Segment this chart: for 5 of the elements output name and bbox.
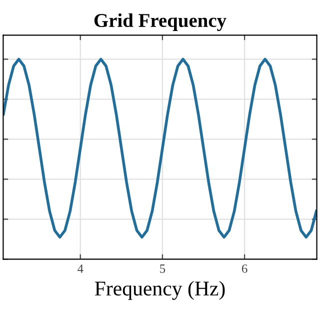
x-tick-label: 5 [160, 264, 166, 273]
x-tick-label: 4 [77, 264, 84, 273]
x-tick-label: 6 [242, 264, 248, 273]
chart-title: Grid Frequency [94, 13, 226, 32]
x-axis-title: Frequency (Hz) [94, 280, 225, 300]
